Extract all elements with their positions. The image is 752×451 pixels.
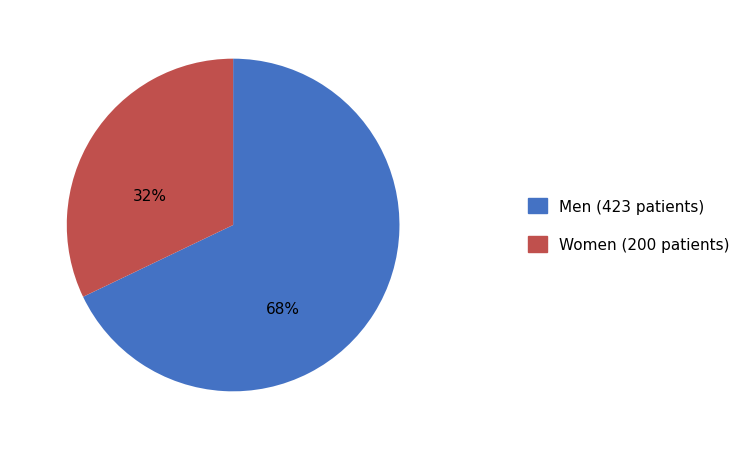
Text: 32%: 32% (133, 188, 167, 203)
Wedge shape (67, 60, 233, 297)
Wedge shape (83, 60, 399, 391)
Legend: Men (423 patients), Women (200 patients): Men (423 patients), Women (200 patients) (528, 198, 729, 253)
Text: 68%: 68% (266, 301, 300, 316)
